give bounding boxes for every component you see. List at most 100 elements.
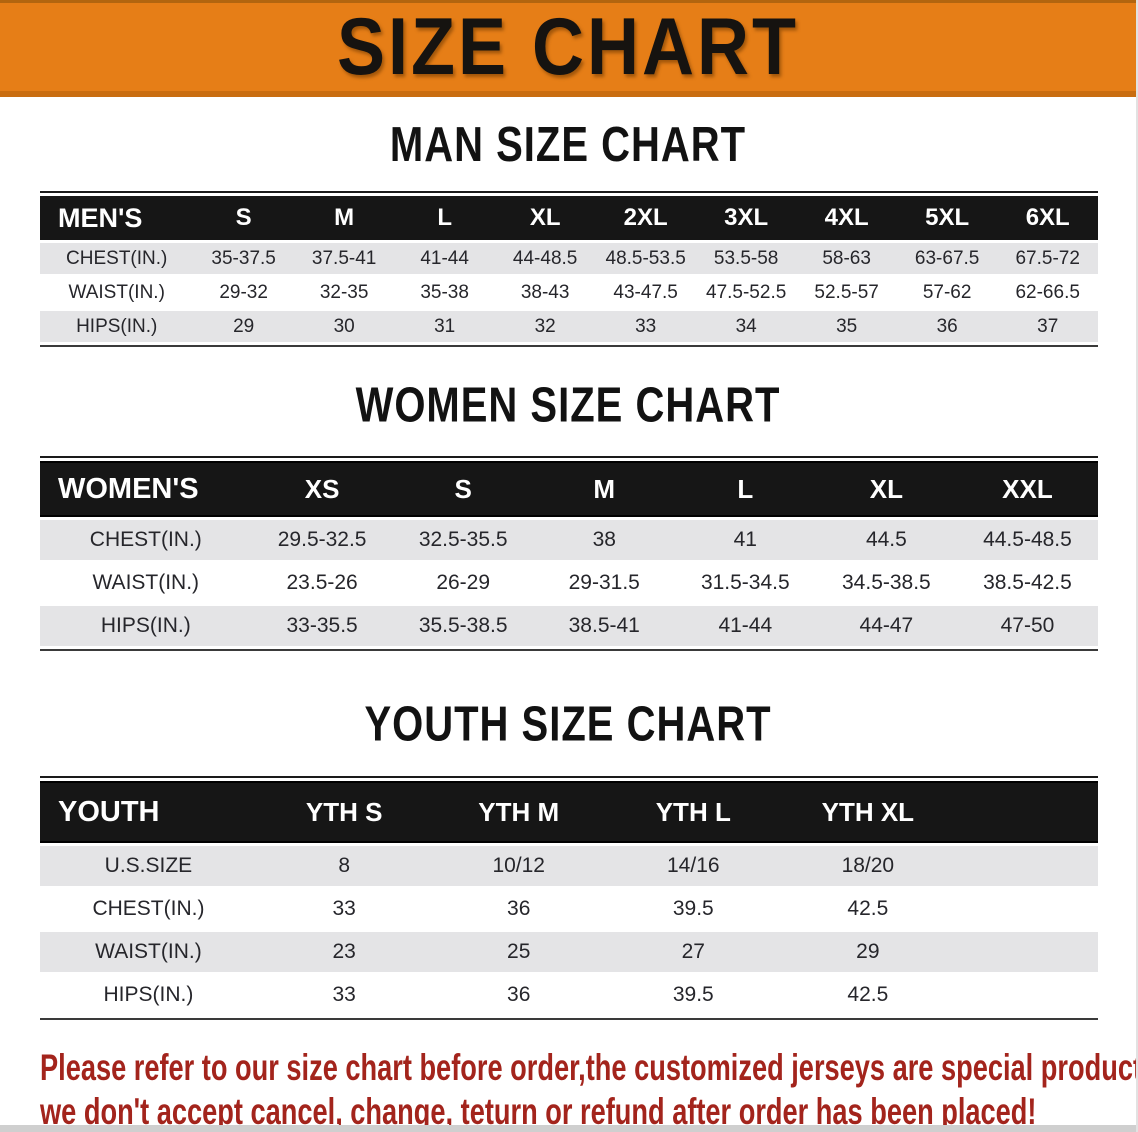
size-column-header: XL (815, 461, 957, 517)
size-value-cell: 35 (796, 311, 897, 342)
size-table-header-row: MEN'S S M L XL 2XL 3XL 4XL 5XL 6XL (40, 196, 1098, 240)
size-column-header: XL (494, 196, 596, 240)
size-value-cell: 31.5-34.5 (674, 563, 816, 603)
size-value-cell: 35-37.5 (193, 243, 294, 274)
size-value-cell: 41-44 (674, 606, 816, 646)
table-row: WAIST(IN.) 29-32 32-35 35-38 38-43 43-47.5 47.… (40, 277, 1098, 308)
row-label: WAIST(IN.) (40, 277, 194, 308)
size-table-header-row: WOMEN'S XS S M L XL XXL (40, 461, 1098, 517)
size-value-cell: 35-38 (394, 277, 495, 308)
size-value-cell: 25 (431, 932, 606, 972)
size-column-header: 5XL (896, 196, 998, 240)
women-size-table: WOMEN'S XS S M L XL XXL CHEST(IN.) 29.5-32.5 32.5… (40, 456, 1098, 651)
banner-title: SIZE CHART (337, 2, 799, 92)
size-value-cell: 38.5-41 (533, 606, 675, 646)
size-value-cell: 26-29 (392, 563, 534, 603)
size-value-cell: 47-50 (956, 606, 1098, 646)
filler-cell (955, 846, 1098, 886)
disclaimer-line-1: Please refer to our size chart before or… (40, 1047, 1138, 1089)
women-section-title: WOMEN SIZE CHART (0, 379, 1136, 433)
size-value-cell: 39.5 (606, 889, 781, 929)
size-value-cell: 44.5-48.5 (956, 520, 1098, 560)
size-value-cell: 29 (193, 311, 294, 342)
size-value-cell: 37.5-41 (293, 243, 395, 274)
size-column-header: S (392, 461, 534, 517)
size-value-cell: 14/16 (606, 846, 781, 886)
size-value-cell: 34.5-38.5 (815, 563, 957, 603)
men-size-table-wrap: MEN'S S M L XL 2XL 3XL 4XL 5XL 6XL CHEST(IN.) 35-37… (40, 191, 1098, 347)
size-value-cell: 29-31.5 (533, 563, 675, 603)
size-value-cell: 48.5-53.5 (595, 243, 696, 274)
size-column-header: YTH L (606, 781, 781, 843)
men-section-title-text: MAN SIZE CHART (389, 118, 747, 172)
size-value-cell: 39.5 (606, 975, 781, 1015)
men-size-table: MEN'S S M L XL 2XL 3XL 4XL 5XL 6XL CHEST(IN.) 35-37… (40, 191, 1098, 347)
size-value-cell: 23.5-26 (251, 563, 393, 603)
size-value-cell: 44-47 (815, 606, 957, 646)
size-value-cell: 29-32 (193, 277, 294, 308)
size-value-cell: 23 (256, 932, 432, 972)
size-column-header: L (394, 196, 495, 240)
size-value-cell: 38-43 (494, 277, 596, 308)
size-value-cell: 42.5 (780, 975, 956, 1015)
size-column-header: 3XL (695, 196, 797, 240)
size-column-header: YTH M (431, 781, 606, 843)
size-value-cell: 36 (431, 889, 606, 929)
filler-cell (955, 889, 1098, 929)
size-value-cell: 58-63 (796, 243, 897, 274)
table-title-cell: YOUTH (40, 781, 257, 843)
size-value-cell: 47.5-52.5 (695, 277, 797, 308)
table-title-cell: WOMEN'S (40, 461, 252, 517)
filler-cell (955, 932, 1098, 972)
size-value-cell: 33 (256, 975, 432, 1015)
size-value-cell: 38 (533, 520, 675, 560)
size-value-cell: 29 (780, 932, 956, 972)
youth-size-table: YOUTH YTH S YTH M YTH L YTH XL U.S.SIZE 8 10/12… (40, 776, 1098, 1020)
row-label: CHEST(IN.) (40, 520, 252, 560)
size-value-cell: 57-62 (896, 277, 998, 308)
size-value-cell: 34 (695, 311, 797, 342)
row-label: HIPS(IN.) (40, 311, 194, 342)
table-row: CHEST(IN.) 35-37.5 37.5-41 41-44 44-48.5 48.5… (40, 243, 1098, 274)
table-row: CHEST(IN.) 29.5-32.5 32.5-35.5 38 41 44.5 44.5… (40, 520, 1098, 560)
table-row: HIPS(IN.) 29 30 31 32 33 34 35 36 37 (40, 311, 1098, 342)
size-value-cell: 30 (293, 311, 395, 342)
women-size-table-wrap: WOMEN'S XS S M L XL XXL CHEST(IN.) 29.5-32.5 32.5… (40, 456, 1098, 651)
size-value-cell: 52.5-57 (796, 277, 897, 308)
size-value-cell: 36 (896, 311, 998, 342)
table-row: CHEST(IN.) 33 36 39.5 42.5 (40, 889, 1098, 929)
size-column-header: XXL (956, 461, 1098, 517)
size-value-cell: 8 (256, 846, 432, 886)
size-column-header: 6XL (997, 196, 1098, 240)
table-title-cell: MEN'S (40, 196, 194, 240)
row-label: U.S.SIZE (40, 846, 257, 886)
size-value-cell: 53.5-58 (695, 243, 797, 274)
size-value-cell: 44.5 (815, 520, 957, 560)
size-value-cell: 27 (606, 932, 781, 972)
size-value-cell: 42.5 (780, 889, 956, 929)
size-column-header: XS (251, 461, 393, 517)
size-value-cell: 33-35.5 (251, 606, 393, 646)
size-value-cell: 38.5-42.5 (956, 563, 1098, 603)
size-value-cell: 33 (256, 889, 432, 929)
size-column-header: YTH XL (780, 781, 956, 843)
size-value-cell: 67.5-72 (997, 243, 1098, 274)
size-table-header-row: YOUTH YTH S YTH M YTH L YTH XL (40, 781, 1098, 843)
youth-section-title: YOUTH SIZE CHART (0, 698, 1136, 752)
size-value-cell: 32.5-35.5 (392, 520, 534, 560)
size-value-cell: 43-47.5 (595, 277, 696, 308)
size-column-header: M (293, 196, 395, 240)
bottom-edge-strip (0, 1125, 1136, 1132)
size-column-header: M (533, 461, 675, 517)
row-label: CHEST(IN.) (40, 889, 257, 929)
size-column-header: L (674, 461, 816, 517)
size-value-cell: 32-35 (293, 277, 395, 308)
women-section-title-text: WOMEN SIZE CHART (355, 379, 781, 433)
size-value-cell: 31 (394, 311, 495, 342)
table-row: HIPS(IN.) 33-35.5 35.5-38.5 38.5-41 41-44 44-… (40, 606, 1098, 646)
filler-cell (955, 975, 1098, 1015)
size-value-cell: 41-44 (394, 243, 495, 274)
size-column-header: S (193, 196, 294, 240)
size-value-cell: 37 (997, 311, 1098, 342)
